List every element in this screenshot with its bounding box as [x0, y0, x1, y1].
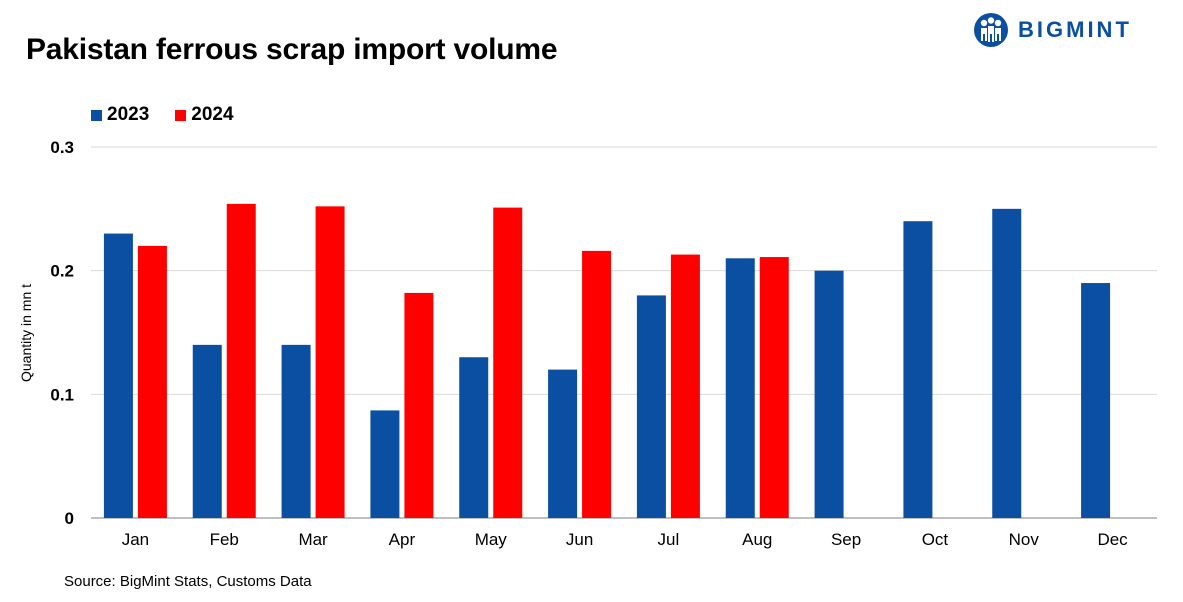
bar-2023-dec [1081, 283, 1111, 518]
bar-2024-feb [226, 203, 256, 519]
x-tick-label: May [475, 530, 508, 549]
x-tick-label: Jul [658, 530, 680, 549]
bar-2023-oct [903, 221, 933, 518]
legend-swatch-2023 [91, 109, 102, 121]
source-note: Source: BigMint Stats, Customs Data [64, 573, 312, 590]
bar-2023-aug [725, 258, 755, 518]
x-tick-label: Feb [210, 530, 239, 549]
x-tick-label: Oct [922, 530, 949, 549]
x-tick-label: Jan [122, 530, 149, 549]
bar-2024-aug [759, 257, 789, 518]
bar-2023-feb [192, 344, 222, 518]
bar-2024-mar [315, 206, 345, 519]
legend-label-2024: 2024 [191, 104, 234, 125]
x-tick-label: Jun [566, 530, 593, 549]
x-tick-label: Aug [742, 530, 772, 549]
bar-2024-apr [404, 292, 434, 518]
legend-label-2023: 2023 [107, 104, 150, 125]
bar-2023-mar [281, 344, 311, 518]
x-tick-label: Dec [1097, 530, 1128, 549]
bar-2023-may [459, 357, 489, 518]
chart-title: Pakistan ferrous scrap import volume [26, 33, 558, 66]
bar-2023-apr [370, 410, 400, 518]
bar-2024-may [493, 207, 523, 518]
bar-2023-jan [103, 233, 133, 519]
y-tick-label: 0 [65, 509, 74, 528]
bar-2023-jun [548, 369, 578, 518]
legend: 2023 2024 [91, 104, 260, 126]
x-tick-label: Apr [389, 530, 416, 549]
bar-2023-sep [814, 270, 844, 518]
legend-item-2024: 2024 [175, 104, 234, 126]
logo-text: BIGMINT [1018, 17, 1132, 42]
bar-2023-nov [992, 208, 1022, 519]
bar-2023-jul [636, 295, 666, 518]
x-tick-label: Sep [831, 530, 861, 549]
y-tick-label: 0.1 [50, 385, 74, 404]
bigmint-logo: BIGMINT [972, 10, 1132, 50]
x-tick-label: Mar [298, 530, 328, 549]
bar-2024-jun [582, 250, 612, 518]
legend-swatch-2024 [175, 109, 187, 121]
x-tick-label: Nov [1009, 530, 1040, 549]
y-tick-label: 0.3 [50, 138, 74, 157]
bar-2024-jul [670, 254, 700, 518]
legend-item-2023: 2023 [91, 104, 149, 126]
people-logo-icon [974, 13, 1008, 47]
bar-2024-jan [137, 245, 167, 518]
y-tick-label: 0.2 [50, 262, 74, 281]
